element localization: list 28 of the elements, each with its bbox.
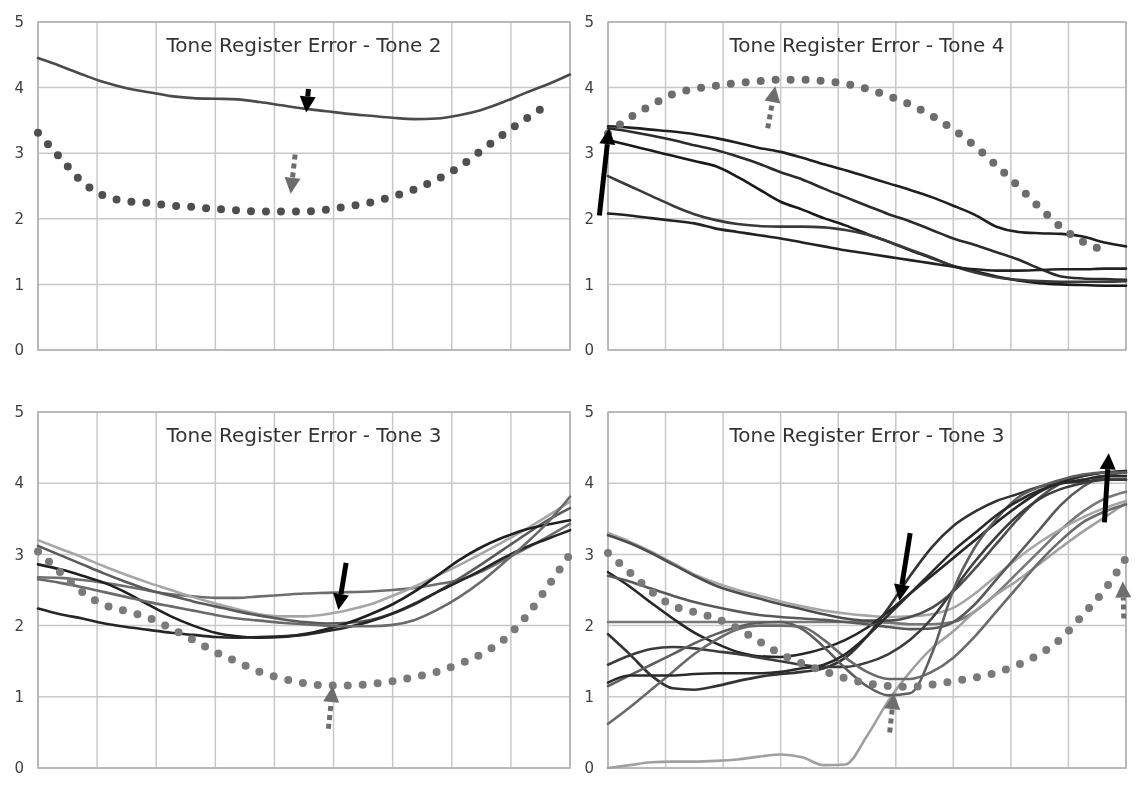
y-tick-label: 1	[584, 688, 594, 707]
y-tick-label: 5	[14, 403, 24, 422]
y-tick-label: 2	[584, 210, 594, 229]
y-tick-label: 4	[14, 78, 24, 97]
y-tick-label: 2	[14, 616, 24, 635]
y-tick-label: 0	[14, 759, 24, 778]
y-tick-label: 1	[584, 275, 594, 294]
y-tick-label: 5	[14, 13, 24, 32]
y-tick-label: 1	[14, 275, 24, 294]
y-tick-label: 0	[584, 759, 594, 778]
y-tick-label: 0	[14, 341, 24, 360]
y-tick-label: 5	[584, 13, 594, 32]
y-tick-label: 1	[14, 688, 24, 707]
y-tick-label: 3	[14, 144, 24, 163]
text: Tone Register Error - Tone 4	[728, 33, 1005, 57]
text: Tone Register Error - Tone 3	[165, 423, 442, 447]
y-tick-label: 4	[584, 474, 594, 493]
y-tick-label: 4	[14, 474, 24, 493]
y-tick-label: 2	[584, 616, 594, 635]
y-tick-label: 3	[584, 545, 594, 564]
text: Tone Register Error - Tone 3	[728, 423, 1005, 447]
y-tick-label: 5	[584, 403, 594, 422]
y-tick-label: 2	[14, 210, 24, 229]
y-tick-label: 3	[14, 545, 24, 564]
y-tick-label: 0	[584, 341, 594, 360]
y-tick-label: 4	[584, 78, 594, 97]
text: Tone Register Error - Tone 2	[165, 33, 442, 57]
y-tick-label: 3	[584, 144, 594, 163]
